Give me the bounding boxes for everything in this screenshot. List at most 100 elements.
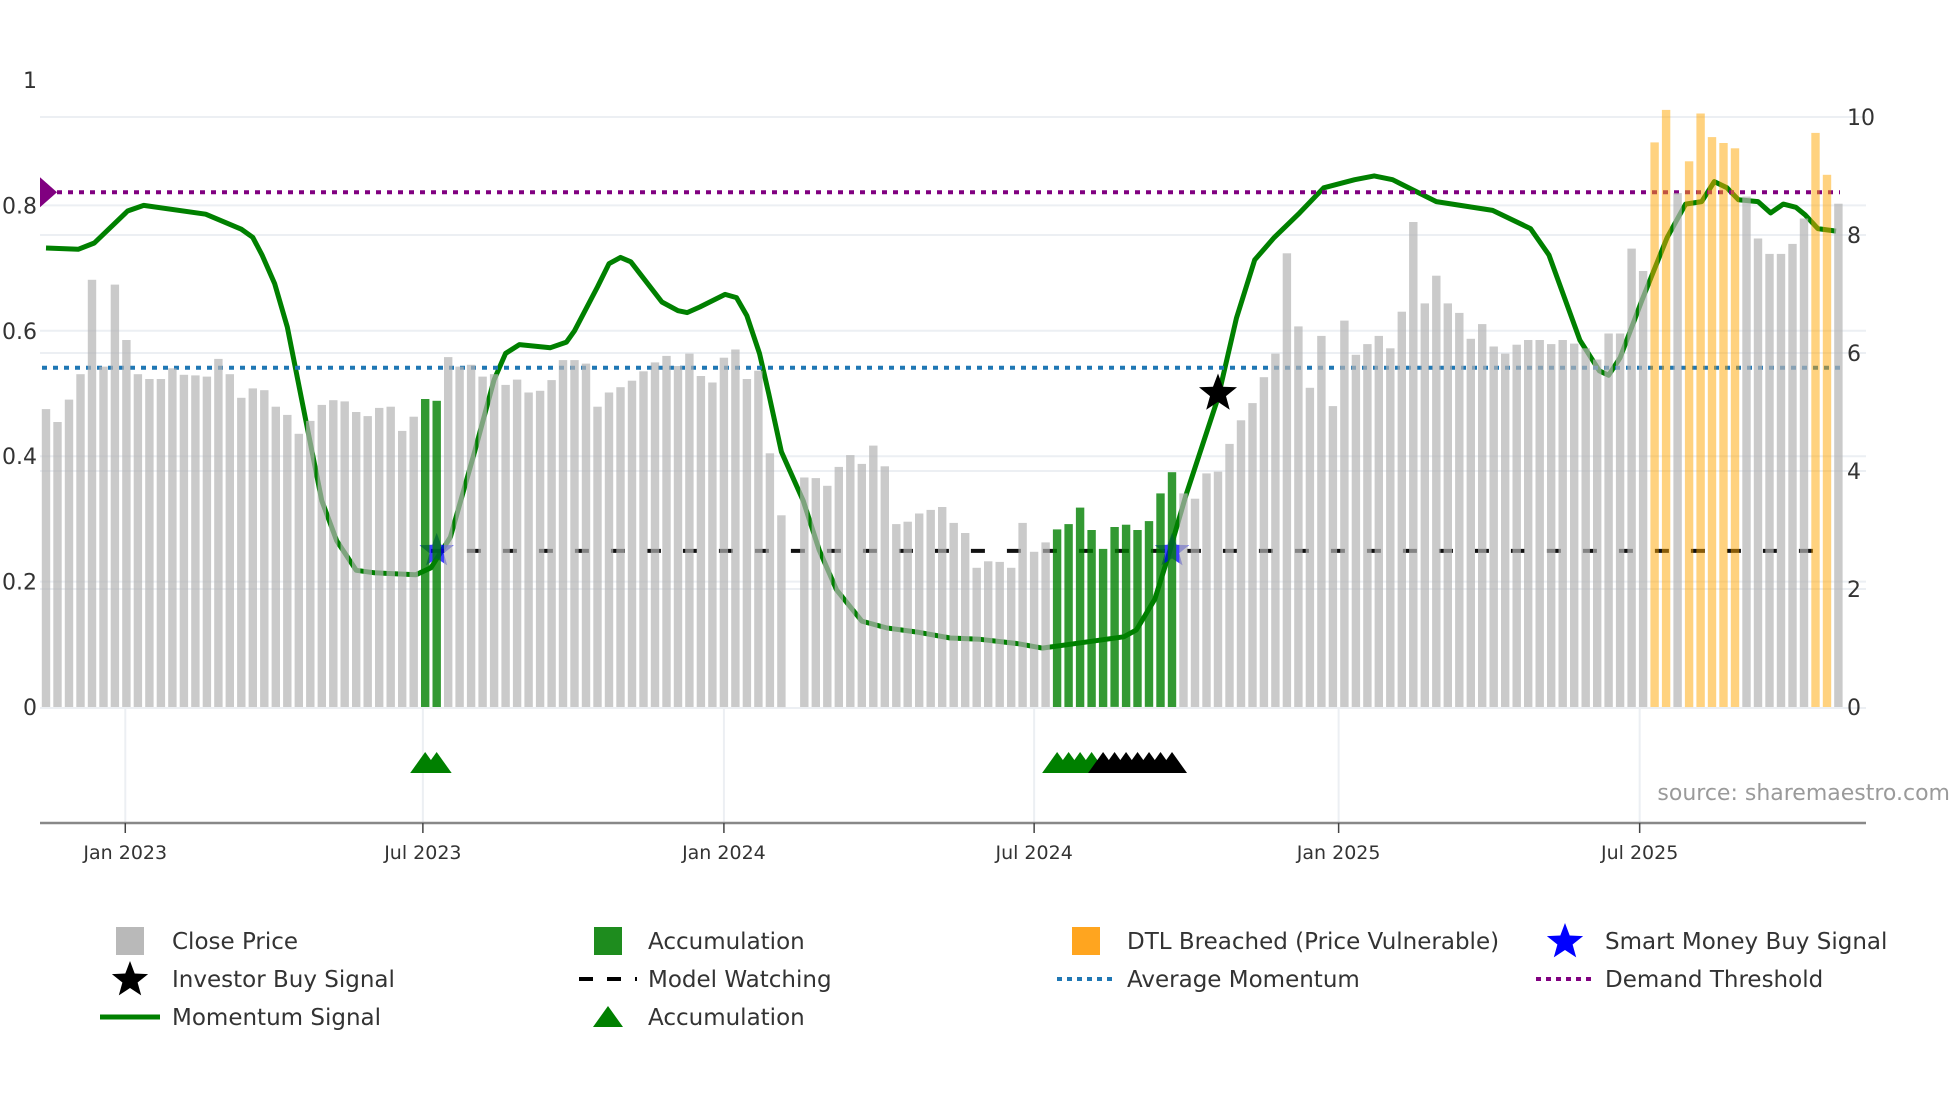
close-price-bar (1753, 238, 1763, 707)
close-price-bar (1443, 303, 1452, 707)
close-price-bar (156, 379, 166, 707)
green-triangle-icon (593, 1006, 623, 1027)
close-price-bar (329, 400, 338, 707)
close-price-bar (604, 392, 614, 707)
close-price-bar (1397, 311, 1406, 707)
close-price-bar (214, 358, 223, 707)
close-price-bar (501, 384, 510, 707)
close-price-bar (352, 412, 361, 707)
right-y-tick-label: 6 (1847, 342, 1861, 367)
close-price-bar (811, 478, 820, 707)
close-price-bar (168, 368, 177, 707)
close-price-bar (76, 374, 85, 707)
accumulation-bar (1075, 507, 1085, 707)
close-price-bar (1558, 340, 1567, 707)
close-price-bar (765, 453, 775, 707)
right-y-tick-label: 10 (1847, 106, 1875, 131)
close-price-bar (696, 376, 706, 707)
right-y-tick-label: 4 (1847, 460, 1861, 485)
close-price-bar (41, 409, 51, 707)
close-price-bar (869, 445, 878, 707)
close-price-bar (570, 360, 579, 707)
accumulation-bar (1133, 530, 1142, 707)
close-price-bar (1007, 567, 1016, 707)
close-price-bar (593, 406, 602, 707)
close-price-bar (1340, 320, 1349, 707)
accumulation-bar (1156, 493, 1165, 707)
legend-item: Model Watching (579, 967, 832, 993)
legend-item: Investor Buy Signal (111, 961, 395, 996)
close-price-bar (524, 392, 533, 707)
close-price-bar (466, 364, 476, 707)
close-price-bar (363, 416, 372, 707)
source-text: source: sharemaestro.com (1657, 781, 1950, 806)
close-price-bar (1788, 243, 1797, 707)
x-tick-label: Jul 2025 (1600, 842, 1678, 864)
close-price-bar (1799, 218, 1809, 707)
close-price-bar (110, 284, 120, 707)
close-price-bar (535, 390, 545, 707)
close-price-bar (639, 371, 648, 707)
left-y-tick-label: 0 (23, 696, 37, 721)
close-price-bar (650, 362, 660, 707)
close-price-bar (225, 374, 234, 707)
close-price-bar (1317, 335, 1326, 707)
legend-label: Accumulation (648, 929, 805, 955)
close-price-bar (1248, 403, 1257, 707)
close-price-bar (742, 379, 752, 707)
close-price-bar (294, 433, 303, 707)
demand-threshold-marker (40, 177, 57, 208)
right-y-tick-label: 2 (1847, 578, 1861, 603)
close-price-bar (1328, 406, 1338, 707)
close-price-bar (478, 376, 487, 707)
close-price-bar (938, 507, 947, 707)
legend-item: Smart Money Buy Signal (1546, 923, 1887, 958)
legend-item: Accumulation (593, 1005, 805, 1031)
accumulation-bar (1087, 530, 1096, 707)
close-price-bar (926, 509, 935, 707)
close-price-bar (1455, 312, 1464, 707)
legend-item: Accumulation (594, 927, 805, 955)
close-price-bar (1489, 346, 1498, 707)
x-tick-label: Jan 2023 (82, 842, 167, 864)
legend-label: Momentum Signal (172, 1005, 381, 1031)
close-price-bar (1570, 343, 1579, 707)
dtl-breached-bar (1650, 142, 1659, 707)
close-price-bar (1581, 348, 1590, 707)
close-price-bar (1363, 344, 1372, 707)
legend-label: Investor Buy Signal (172, 967, 395, 993)
close-price-bar (1765, 253, 1774, 707)
close-price-bar (834, 466, 843, 707)
close-price-bar (1409, 222, 1418, 707)
close-price-bar (719, 357, 729, 707)
close-price-bar (145, 379, 154, 707)
blue-star-icon (1546, 923, 1584, 958)
x-tick-label: Jan 2025 (1296, 842, 1381, 864)
close-price-bar (627, 380, 637, 707)
legend-item: DTL Breached (Price Vulnerable) (1072, 927, 1499, 955)
accumulation-bar (1167, 472, 1177, 707)
legend-item: Average Momentum (1057, 967, 1360, 993)
close-price-bar (972, 567, 981, 707)
close-price-bar (1351, 354, 1361, 707)
left-y-tick-label: 0.2 (2, 571, 37, 596)
close-price-bar (1225, 443, 1234, 707)
legend-item: Demand Threshold (1536, 967, 1823, 993)
close-price-bar (1259, 377, 1269, 707)
close-price-bar (903, 521, 912, 707)
close-price-bar (99, 366, 108, 707)
close-price-bar (1420, 303, 1429, 707)
bar-series (41, 109, 1843, 708)
close-price-bar (708, 382, 717, 707)
close-price-bar (1627, 248, 1636, 707)
close-price-bar (179, 374, 189, 707)
dtl-breached-bar (1661, 109, 1671, 707)
close-price-bar (1294, 326, 1303, 707)
close-price-bar (1432, 275, 1441, 707)
close-price-bar (1271, 353, 1280, 707)
dtl-breached-bar (1730, 148, 1740, 708)
close-price-bar (1501, 353, 1510, 707)
close-price-bar (444, 357, 453, 707)
close-price-bar (375, 407, 384, 707)
close-price-bar (1305, 387, 1315, 707)
